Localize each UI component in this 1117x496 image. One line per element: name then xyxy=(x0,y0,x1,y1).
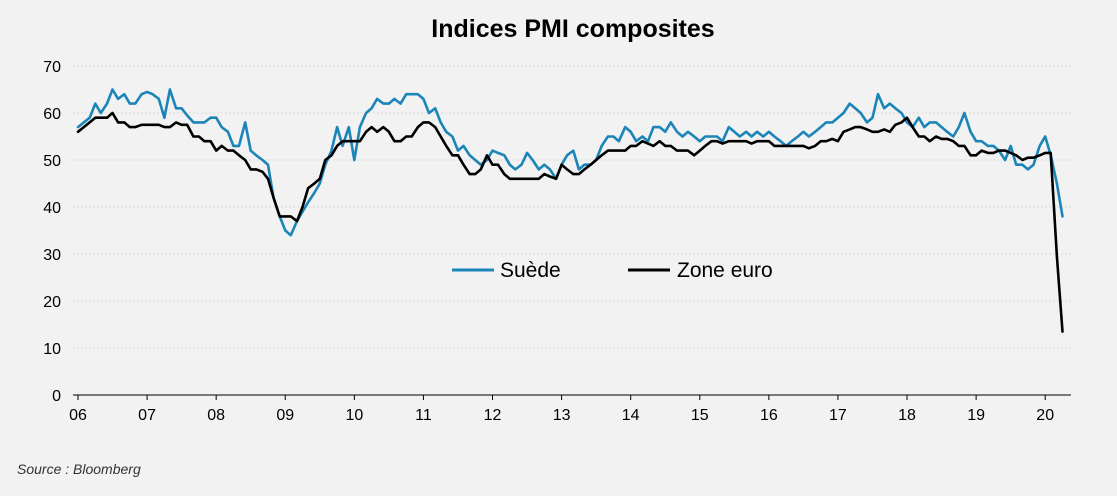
y-tick-label: 30 xyxy=(43,247,61,264)
x-axis-tick-labels: 06 07 08 09 10 11 12 13 14 15 16 17 18 19 20 xyxy=(69,395,1054,424)
x-tick-label: 16 xyxy=(760,407,778,424)
x-tick-label: 08 xyxy=(207,407,225,424)
x-tick-label: 17 xyxy=(829,407,847,424)
x-tick-label: 20 xyxy=(1036,407,1054,424)
y-axis-tick-labels: 0 10 20 30 40 50 60 70 xyxy=(43,59,61,405)
legend-label: Zone euro xyxy=(677,259,773,282)
y-tick-label: 20 xyxy=(43,294,61,311)
source-note: Source : Bloomberg xyxy=(17,461,141,477)
x-tick-label: 14 xyxy=(622,407,640,424)
legend-label: Suède xyxy=(500,259,561,282)
y-tick-label: 10 xyxy=(43,341,61,358)
y-tick-label: 60 xyxy=(43,106,61,123)
chart-title: Indices PMI composites xyxy=(431,15,714,43)
x-tick-label: 13 xyxy=(553,407,571,424)
x-tick-label: 15 xyxy=(691,407,709,424)
series-line-suede xyxy=(76,88,1064,237)
x-tick-label: 18 xyxy=(898,407,916,424)
y-tick-label: 70 xyxy=(43,59,61,76)
series-line-zone-euro xyxy=(76,111,1064,333)
x-tick-label: 07 xyxy=(138,407,156,424)
y-tick-label: 40 xyxy=(43,200,61,217)
legend: Suède Zone euro xyxy=(452,259,773,282)
y-tick-label: 0 xyxy=(52,388,61,405)
x-tick-label: 19 xyxy=(967,407,985,424)
x-tick-label: 09 xyxy=(276,407,294,424)
gridlines xyxy=(73,65,1071,349)
x-tick-label: 12 xyxy=(484,407,502,424)
x-tick-label: 11 xyxy=(415,407,432,424)
x-tick-label: 06 xyxy=(69,407,87,424)
x-tick-label: 10 xyxy=(345,407,363,424)
y-tick-label: 50 xyxy=(43,153,61,170)
series-lines xyxy=(76,88,1064,333)
